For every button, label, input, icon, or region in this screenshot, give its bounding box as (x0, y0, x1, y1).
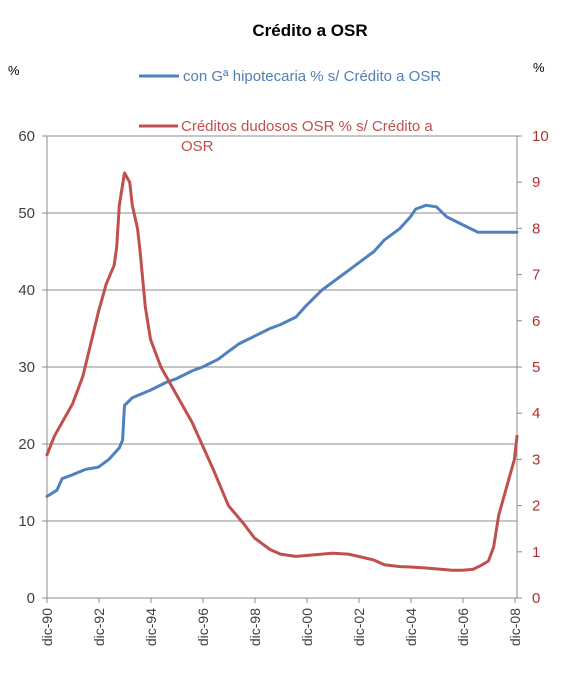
x-tick-label: dic-98 (247, 608, 263, 646)
gridlines (47, 135, 517, 522)
legend-label-dudosos: Créditos dudosos OSR % s/ Crédito a OSR (181, 118, 437, 155)
legend-label-hipotecaria: con Gª hipotecaria % s/ Crédito a OSR (183, 68, 441, 85)
right-tick-label: 4 (532, 405, 540, 422)
x-tick-label: dic-00 (299, 608, 315, 646)
x-tick-label: dic-94 (143, 608, 159, 646)
right-tick-label: 5 (532, 359, 540, 376)
right-tick-label: 1 (532, 544, 540, 561)
left-tick-label: 50 (18, 205, 35, 222)
x-ticks: dic-90 dic-92 dic-94 dic-96 dic-98 dic-00 dic-… (39, 598, 523, 646)
right-tick-label: 10 (532, 128, 549, 145)
right-tick-label: 0 (532, 590, 540, 607)
series-line-hipotecaria (45, 203, 519, 498)
x-tick-label: dic-96 (195, 608, 211, 646)
x-tick-label: dic-02 (351, 608, 367, 646)
right-y-ticks: 0 1 2 3 4 5 6 7 8 9 10 (517, 128, 549, 607)
x-tick-label: dic-92 (91, 608, 107, 646)
x-tick-label: dic-06 (455, 608, 471, 646)
x-tick-label: dic-08 (507, 608, 523, 646)
left-tick-label: 10 (18, 513, 35, 530)
series-line-dudosos (45, 171, 519, 572)
right-tick-label: 3 (532, 451, 540, 468)
left-tick-label: 0 (27, 590, 35, 607)
chart-title: Crédito a OSR (252, 21, 367, 40)
right-tick-label: 7 (532, 267, 540, 284)
right-tick-label: 2 (532, 498, 540, 515)
left-tick-label: 30 (18, 359, 35, 376)
series-lines (45, 171, 519, 572)
x-tick-label: dic-04 (403, 608, 419, 646)
left-tick-label: 40 (18, 282, 35, 299)
left-tick-label: 20 (18, 436, 35, 453)
left-axis-unit: % (8, 63, 20, 78)
right-tick-label: 9 (532, 174, 540, 191)
x-tick-label: dic-90 (39, 608, 55, 646)
left-tick-label: 60 (18, 128, 35, 145)
right-tick-label: 8 (532, 220, 540, 237)
right-tick-label: 6 (532, 313, 540, 330)
legend: con Gª hipotecaria % s/ Crédito a OSR Cr… (139, 68, 441, 155)
left-y-ticks: 0 10 20 30 40 50 60 (18, 128, 47, 607)
right-axis-unit: % (533, 60, 545, 75)
